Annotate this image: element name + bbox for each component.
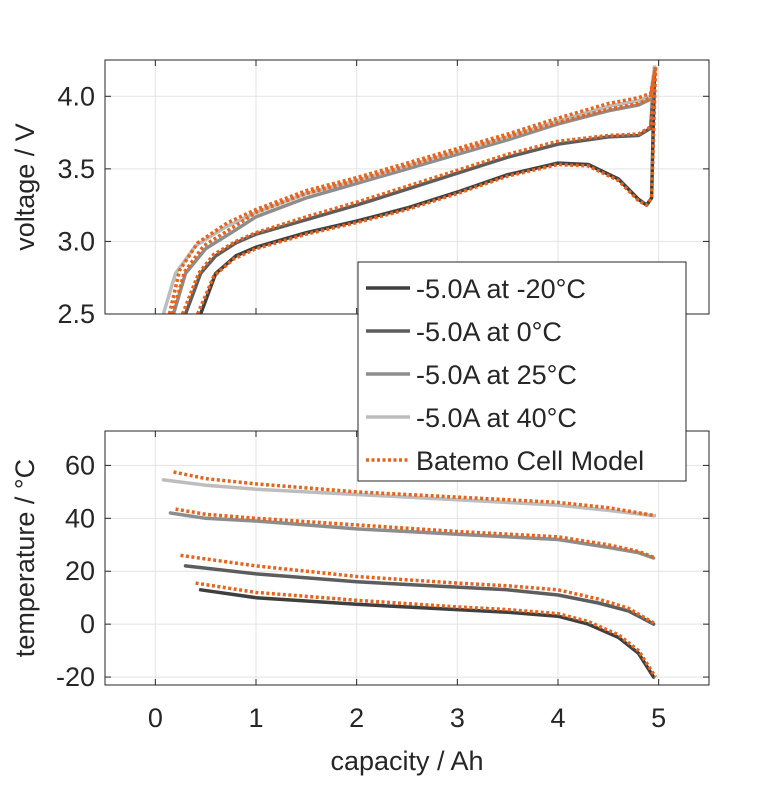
- legend: -5.0A at -20°C -5.0A at 0°C -5.0A at 25°C -…: [357, 261, 687, 482]
- temperature-model-curve: [195, 581, 658, 679]
- voltage-model-curve: [195, 67, 658, 314]
- x-axis-label: capacity / Ah: [330, 746, 483, 776]
- voltage-y-tick-label: 3.0: [57, 226, 95, 256]
- temperature-measured-curve: [198, 588, 656, 679]
- temperature-lines: [161, 470, 658, 679]
- voltage-model-curve: [180, 67, 658, 314]
- temperature-measured-curve: [183, 564, 656, 626]
- temperature-measured-curve: [168, 511, 656, 560]
- temperature-y-tick-label: 0: [80, 609, 95, 639]
- legend-label: Batemo Cell Model: [416, 446, 644, 476]
- temperature-measured-curve: [161, 478, 656, 518]
- temperature-model-curve: [180, 553, 657, 626]
- voltage-model-curve: [170, 67, 658, 314]
- voltage-y-tick-label: 3.5: [57, 154, 95, 184]
- temperature-x-tick-label: 2: [349, 703, 364, 733]
- legend-box: [357, 261, 687, 482]
- voltage-y-tick-label: 4.0: [57, 81, 95, 111]
- temperature-x-tick-label: 4: [550, 703, 565, 733]
- legend-entries: -5.0A at -20°C -5.0A at 0°C -5.0A at 25°C -…: [366, 274, 644, 476]
- voltage-lines: [161, 65, 658, 314]
- legend-label: -5.0A at 40°C: [416, 403, 577, 433]
- temperature-x-tick-label: 3: [450, 703, 465, 733]
- temperature-y-tick-label: 60: [65, 450, 95, 480]
- legend-label: -5.0A at 0°C: [416, 317, 562, 347]
- legend-label: -5.0A at -20°C: [416, 274, 586, 304]
- voltage-measured-curve: [171, 65, 657, 314]
- temperature-x-tick-label: 0: [148, 703, 163, 733]
- voltage-ticks: 2.5 3.0 3.5 4.0: [57, 60, 709, 329]
- temperature-ticks: 0 1 2 3 4 5 -20 0 20 40 60: [56, 431, 709, 733]
- temperature-x-tick-label: 5: [651, 703, 666, 733]
- legend-label: -5.0A at 25°C: [416, 360, 577, 390]
- temperature-y-tick-label: 20: [65, 556, 95, 586]
- temperature-model-curve: [173, 470, 656, 518]
- voltage-model-curve: [167, 66, 658, 314]
- voltage-y-axis-label: voltage / V: [10, 123, 40, 251]
- temperature-y-axis-label: temperature / °C: [10, 459, 40, 657]
- temperature-model-curve: [175, 507, 657, 560]
- temperature-y-tick-label: 40: [65, 503, 95, 533]
- voltage-measured-curve: [161, 65, 657, 314]
- voltage-y-tick-label: 2.5: [57, 299, 95, 329]
- temperature-y-tick-label: -20: [56, 662, 95, 692]
- temperature-x-tick-label: 1: [248, 703, 263, 733]
